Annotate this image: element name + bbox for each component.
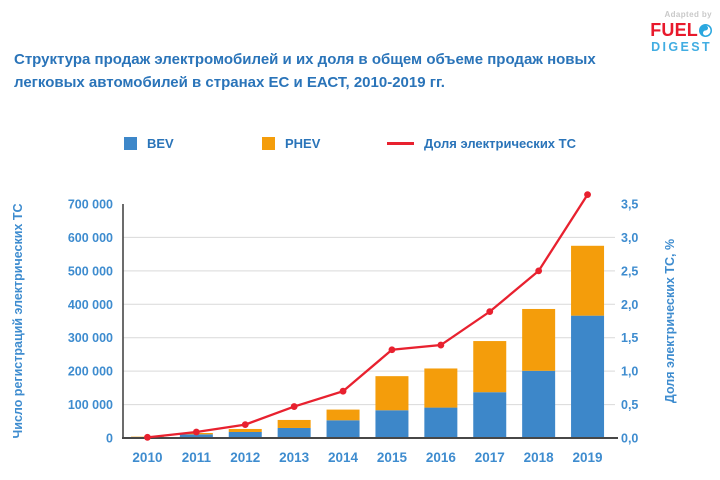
right-tick-label: 1,0 <box>621 365 638 379</box>
bar-phev-2016 <box>424 368 458 408</box>
legend-label-phev: PHEV <box>285 135 321 151</box>
left-tick-label: 500 000 <box>68 264 113 278</box>
fuel-text: FUEL <box>650 20 698 40</box>
left-tick-label: 400 000 <box>68 298 113 312</box>
share-line-swatch-icon <box>387 141 414 145</box>
left-tick-label: 200 000 <box>68 365 113 379</box>
x-tick-label: 2012 <box>230 450 260 465</box>
right-tick-label: 3,0 <box>621 231 638 245</box>
right-tick-label: 2,5 <box>621 264 638 278</box>
share-point-2010 <box>144 433 151 441</box>
x-tick-label: 2010 <box>132 450 162 465</box>
left-tick-label: 600 000 <box>68 231 113 245</box>
share-point-2016 <box>437 341 445 349</box>
share-point-2014 <box>339 387 347 395</box>
bar-bev-2018 <box>522 370 556 438</box>
right-tick-label: 0,5 <box>621 398 638 412</box>
legend-item-bev: BEV <box>124 135 174 151</box>
right-tick-label: 1,5 <box>621 331 638 345</box>
x-tick-label: 2011 <box>182 450 212 465</box>
x-tick-label: 2013 <box>279 450 310 465</box>
bar-bev-2017 <box>473 392 507 438</box>
x-tick-label: 2017 <box>475 450 505 465</box>
phev-swatch-icon <box>262 136 275 150</box>
digest-text: DIGEST <box>651 40 712 54</box>
left-tick-label: 700 000 <box>68 198 113 212</box>
share-point-2012 <box>241 421 249 429</box>
right-tick-label: 2,0 <box>621 298 638 312</box>
bar-bev-2011 <box>179 434 213 438</box>
bar-bev-2019 <box>571 315 605 438</box>
bar-bev-2012 <box>228 431 262 438</box>
bar-bev-2014 <box>326 420 360 438</box>
share-point-2011 <box>192 428 200 436</box>
share-line <box>147 194 589 439</box>
chart-legend: BEV PHEV Доля электрических ТС <box>0 133 720 153</box>
bar-phev-2019 <box>571 245 605 316</box>
bar-phev-2014 <box>326 409 360 421</box>
right-axis-title: Доля электрических ТС, % <box>663 239 677 403</box>
left-axis-title: Число регистраций электрических ТС <box>11 203 25 438</box>
legend-label-share: Доля электрических ТС <box>424 135 576 151</box>
adapted-by-text: Adapted by <box>664 10 712 19</box>
x-tick-label: 2019 <box>573 450 603 465</box>
fuel-swirl-icon <box>699 23 712 37</box>
x-tick-label: 2014 <box>328 450 359 465</box>
bar-bev-2015 <box>375 410 409 438</box>
share-point-2019 <box>584 191 591 199</box>
fuel-brand-row: FUEL <box>650 21 712 39</box>
share-point-2017 <box>486 308 494 316</box>
share-point-2018 <box>535 267 543 275</box>
bar-bev-2016 <box>424 407 458 438</box>
bar-phev-2013 <box>277 419 311 428</box>
x-tick-label: 2018 <box>524 450 555 465</box>
share-point-2015 <box>388 346 396 354</box>
share-point-2013 <box>290 403 298 410</box>
x-tick-label: 2015 <box>377 450 408 465</box>
left-tick-label: 300 000 <box>68 331 113 345</box>
fueldigest-logo: Adapted by FUEL DIGEST <box>650 11 712 54</box>
left-tick-label: 0 <box>106 432 113 446</box>
legend-item-share: Доля электрических ТС <box>387 135 576 151</box>
bev-swatch-icon <box>124 136 137 150</box>
x-tick-label: 2016 <box>426 450 457 465</box>
right-tick-label: 0,0 <box>621 432 638 446</box>
legend-label-bev: BEV <box>147 135 174 151</box>
bar-phev-2012 <box>228 428 262 432</box>
left-tick-label: 100 000 <box>68 398 113 412</box>
bar-phev-2018 <box>522 308 556 371</box>
bar-bev-2013 <box>277 427 311 438</box>
bar-phev-2017 <box>473 341 507 393</box>
legend-item-phev: PHEV <box>262 135 320 151</box>
right-tick-label: 3,5 <box>621 198 638 212</box>
chart-title: Структура продаж электромобилей и их дол… <box>14 51 596 91</box>
bar-phev-2015 <box>375 376 409 411</box>
